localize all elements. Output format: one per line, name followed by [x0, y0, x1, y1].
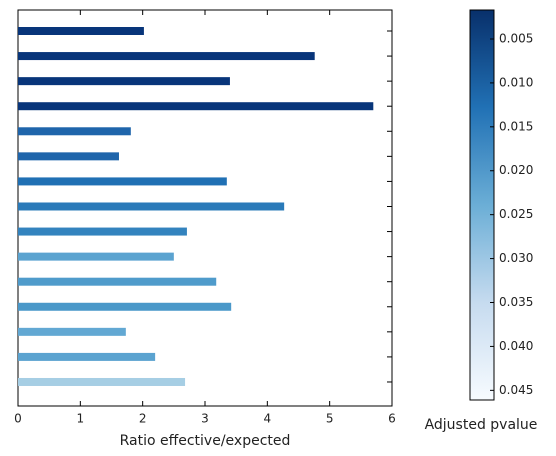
bar: [18, 377, 186, 386]
bar: [18, 277, 217, 286]
x-tick-label: 3: [201, 412, 209, 426]
x-tick-label: 6: [388, 412, 396, 426]
colorbar-tick-label: 0.005: [499, 31, 533, 45]
colorbar-tick-label: 0.010: [499, 75, 533, 89]
x-tick-label: 0: [14, 412, 22, 426]
bar: [18, 52, 315, 61]
x-tick-label: 5: [326, 412, 334, 426]
bar: [18, 252, 174, 261]
bar: [18, 27, 144, 35]
bar: [18, 77, 230, 86]
bar: [18, 302, 232, 311]
colorbar-tick-label: 0.040: [499, 339, 533, 353]
bar: [18, 352, 156, 361]
bar: [18, 227, 187, 236]
bar: [18, 177, 227, 186]
colorbar: [469, 9, 495, 401]
x-tick-label: 4: [264, 412, 272, 426]
colorbar-tick-label: 0.045: [499, 383, 533, 397]
x-tick-label: 1: [77, 412, 85, 426]
bar: [18, 152, 119, 161]
bar: [18, 127, 131, 136]
bar: [18, 202, 285, 211]
colorbar-tick-label: 0.025: [499, 207, 533, 221]
bar: [18, 327, 126, 336]
x-axis-label: Ratio effective/expected: [120, 433, 291, 449]
bar: [18, 102, 374, 111]
x-tick-label: 2: [139, 412, 147, 426]
colorbar-label: Adjusted pvalue: [425, 417, 538, 433]
colorbar-tick-label: 0.020: [499, 163, 533, 177]
colorbar-tick-label: 0.015: [499, 119, 533, 133]
colorbar-tick-label: 0.035: [499, 295, 533, 309]
colorbar-tick-label: 0.030: [499, 251, 533, 265]
